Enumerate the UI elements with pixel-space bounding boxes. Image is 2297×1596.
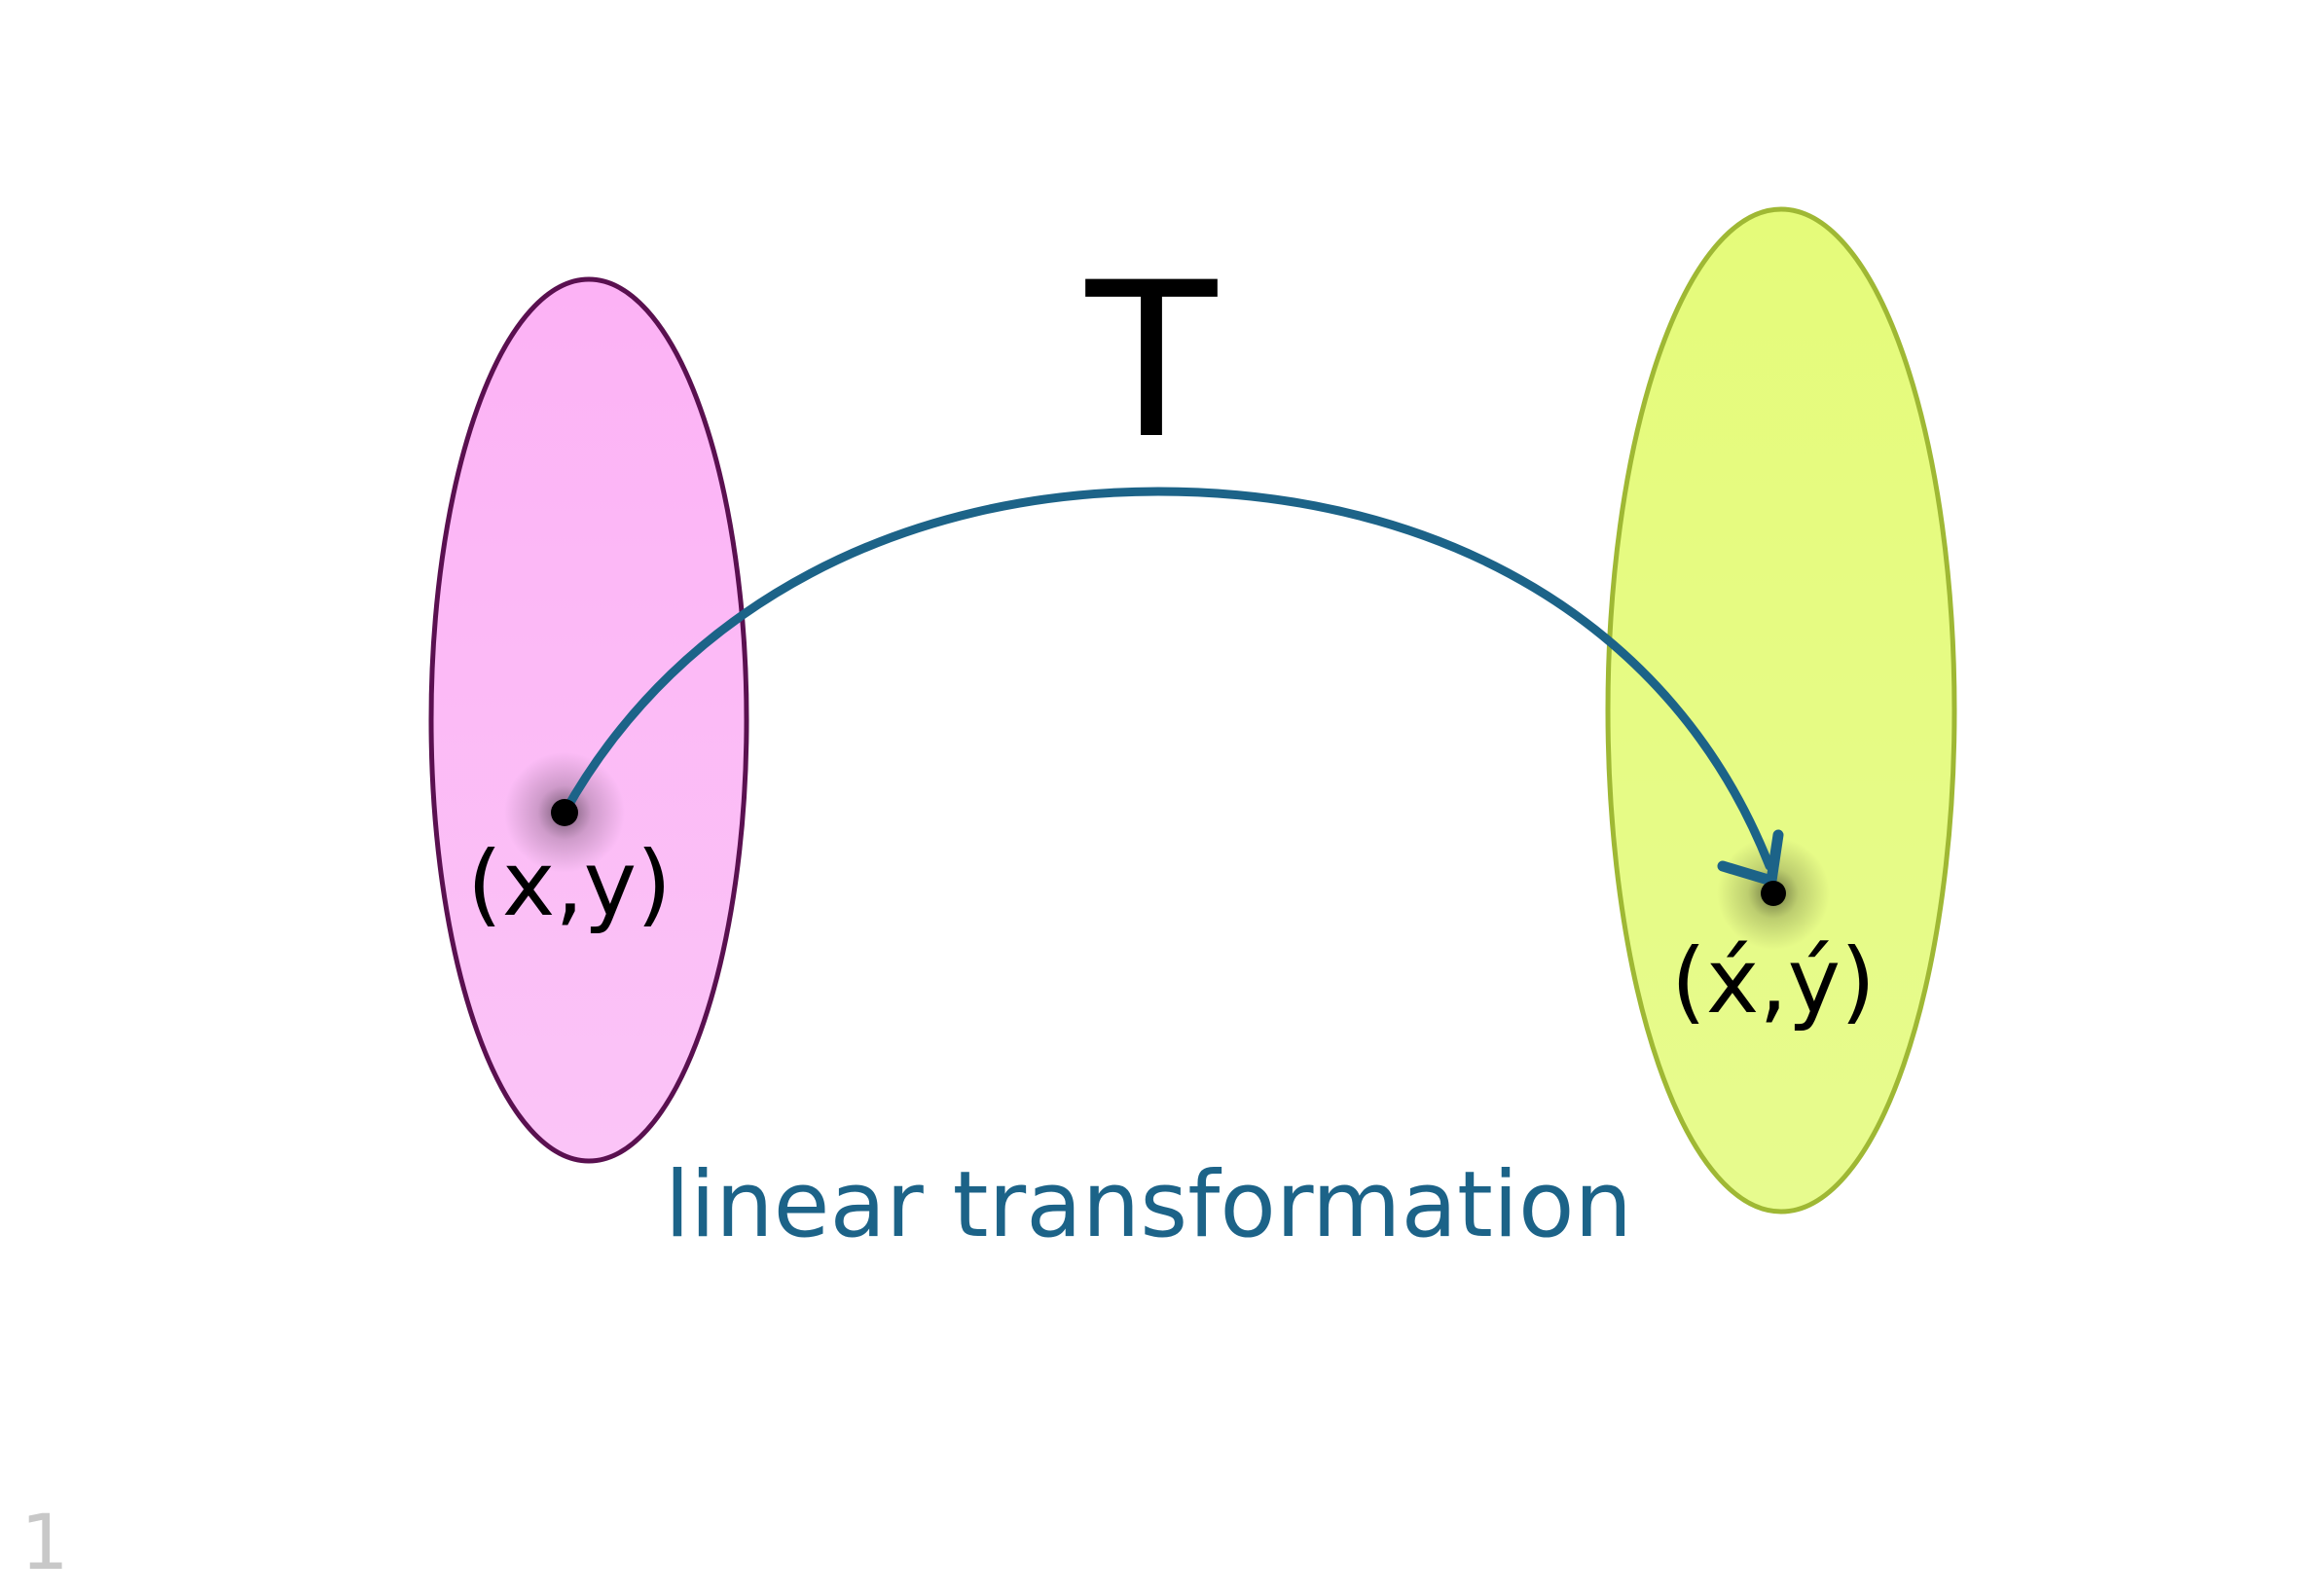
domain-set	[428, 276, 749, 1164]
source-point-label: (x,y)	[467, 832, 672, 936]
target-point	[1761, 881, 1786, 906]
source-point	[551, 799, 578, 826]
map-label: T	[1085, 236, 1219, 486]
target-point-label: (x́,ý)	[1671, 929, 1876, 1034]
page-number: 1	[20, 1500, 69, 1587]
caption: linear transformation	[665, 1152, 1632, 1258]
transformation-arrow	[560, 487, 1774, 871]
arrowhead-icon	[1717, 829, 1784, 887]
codomain-set	[1605, 206, 1957, 1215]
